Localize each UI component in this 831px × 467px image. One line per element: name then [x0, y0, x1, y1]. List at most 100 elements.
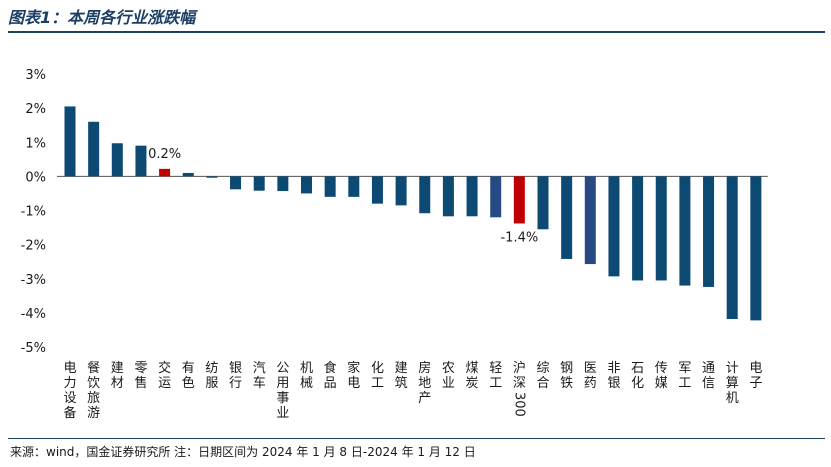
- x-category-label-part: 旅: [87, 391, 100, 406]
- x-category-label-part: 电: [63, 361, 76, 376]
- x-category-label-part: 合: [536, 376, 549, 391]
- x-category-label-part: 信: [702, 376, 715, 391]
- x-category-label-part: 钢: [560, 361, 573, 376]
- y-tick-label: -3%: [21, 273, 46, 288]
- x-category-label-part: 传: [655, 361, 668, 376]
- y-tick-label: -5%: [21, 341, 46, 356]
- x-category-label-part: 建: [111, 361, 124, 376]
- bar-7: [230, 176, 242, 190]
- bar-0: [64, 106, 76, 177]
- x-category-label-part: 银: [607, 376, 620, 391]
- x-category-label-part: 材: [111, 376, 124, 391]
- x-category-label-part: 化: [631, 376, 644, 391]
- x-category-label-part: 色: [182, 375, 195, 391]
- x-category-label-part: 业: [276, 406, 289, 421]
- x-category-label-part: 食: [324, 360, 337, 376]
- data-labels-group: 0.2% -1.4%: [148, 147, 538, 246]
- bar-8: [253, 176, 265, 191]
- x-category-label-part: 建: [395, 361, 408, 376]
- y-tick-label: 3%: [25, 68, 46, 83]
- x-category-label-part: 械: [300, 376, 313, 391]
- x-category-label-part: 银: [229, 361, 242, 376]
- bar-15: [419, 176, 431, 214]
- source-note: 来源：wind，国金证券研究所 注：日期区间为 2024 年 1 月 8 日-2…: [10, 445, 476, 459]
- bar-25: [655, 176, 667, 281]
- bar-16: [442, 176, 454, 217]
- chart-title: 图表1：本周各行业涨跌幅: [8, 8, 196, 27]
- x-category-label-part: 服: [205, 376, 218, 391]
- x-category-label-part: 农: [442, 361, 455, 376]
- x-category-label-part: 有: [182, 361, 195, 376]
- bar-3: [135, 145, 147, 177]
- bar-4: [159, 168, 171, 177]
- bar-13: [371, 176, 383, 204]
- bar-14: [395, 176, 407, 206]
- bar-9: [277, 176, 289, 192]
- x-category-label-part: 机: [726, 391, 739, 406]
- bar-21: [561, 176, 573, 259]
- x-category-label-part: 筑: [395, 375, 408, 391]
- x-category-label-part: 事: [276, 391, 289, 406]
- x-category-label-part: 医: [584, 361, 597, 376]
- x-category-label-part: 行: [229, 376, 242, 391]
- x-category-label-part: 产: [418, 391, 431, 406]
- bar-chart: 3%2%1%0%-1%-2%-3%-4%-5% 0.2%-1.4% 电力设备餐饮…: [21, 68, 768, 421]
- x-category-label-part: 纺: [205, 361, 218, 376]
- bar-28: [726, 176, 738, 320]
- x-category-label-part: 深: [513, 376, 526, 391]
- x-category-label-part: 工: [489, 376, 502, 391]
- y-tick-label: -1%: [21, 205, 46, 220]
- x-category-label-part: 力: [63, 376, 76, 391]
- bar-29: [750, 176, 762, 321]
- x-category-label-part: 售: [134, 375, 147, 391]
- x-category-label-part: 运: [158, 376, 171, 391]
- x-category-label-part: 游: [87, 406, 100, 421]
- x-category-label-part: 电: [749, 361, 762, 376]
- x-category-label-part: 品: [324, 376, 337, 391]
- bar-19: [513, 176, 525, 224]
- x-category-label-part: 工: [371, 376, 384, 391]
- bar-11: [324, 176, 336, 197]
- bar-10: [301, 176, 312, 194]
- x-category-label-part: 备: [63, 405, 76, 421]
- data-label: -1.4%: [500, 230, 538, 245]
- x-category-label-part: 饮: [87, 376, 100, 391]
- y-tick-label: 1%: [25, 136, 46, 151]
- x-category-label-part: 零: [134, 361, 147, 376]
- footer-rule: [8, 438, 825, 439]
- x-category-label-part: 地: [418, 376, 431, 391]
- x-category-labels: 电力设备餐饮旅游建材零售交运有色纺服银行汽车公用事业机械食品家电化工建筑房地产农…: [63, 360, 762, 421]
- bars-group: [64, 106, 762, 321]
- x-category-label-part: 房: [418, 360, 431, 376]
- x-category-label-part: 通: [702, 361, 715, 376]
- y-tick-label: -4%: [21, 307, 46, 322]
- x-category-label-part: 交: [158, 360, 171, 376]
- x-category-label-part: 设: [63, 391, 76, 406]
- x-category-label-part: 沪: [513, 360, 526, 376]
- data-label: 0.2%: [148, 147, 181, 162]
- bar-6: [206, 176, 218, 178]
- x-category-label-part: 炭: [466, 376, 479, 391]
- x-category-label-part: 非: [607, 361, 620, 376]
- x-category-label-part: 煤: [466, 361, 479, 376]
- bar-18: [490, 176, 502, 218]
- bar-26: [679, 176, 691, 286]
- x-category-label-part: 公: [276, 361, 289, 376]
- y-axis: 3% 2% 1% 0% -1% -2% -3% -4% -5%: [21, 68, 46, 356]
- x-category-label-part: 用: [276, 376, 289, 391]
- x-category-label-part: 算: [726, 376, 739, 391]
- x-category-label-part: 化: [371, 361, 384, 376]
- x-category-label-part: 军: [678, 361, 691, 376]
- bar-1: [88, 121, 100, 177]
- x-category-label-part: 300: [511, 392, 526, 417]
- bar-5: [182, 172, 194, 177]
- bar-12: [348, 176, 360, 197]
- x-category-label-part: 铁: [560, 376, 573, 391]
- x-category-label-part: 综: [536, 361, 549, 376]
- bar-20: [537, 176, 549, 230]
- x-category-label-part: 工: [678, 376, 691, 391]
- bar-23: [608, 176, 620, 277]
- x-category-label-part: 媒: [655, 376, 668, 391]
- bar-24: [632, 176, 644, 281]
- x-category-label-part: 车: [253, 375, 266, 391]
